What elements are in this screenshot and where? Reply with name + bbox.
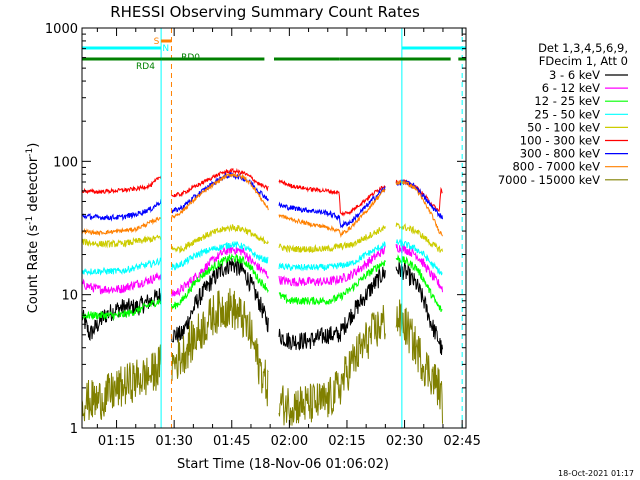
series-segment (395, 299, 443, 424)
series-segment (81, 344, 162, 422)
x-tick-label: 01:30 (155, 434, 192, 449)
series-segment (171, 288, 269, 407)
x-tick-label: 02:45 (443, 434, 480, 449)
series-trace (81, 238, 443, 276)
series-segment (171, 245, 269, 297)
series-trace (81, 243, 443, 297)
series-trace (81, 258, 443, 356)
axes: 01:15 01:30 01:45 02:00 02:15 02:30 02:45 1 10 10… (45, 22, 481, 449)
series-segment (81, 234, 162, 249)
series-segment (278, 187, 386, 238)
series-segment (171, 240, 269, 271)
plot-area: SN RD0 RD4 (81, 28, 466, 428)
plot-frame (81, 27, 467, 429)
rd0-label: RD0 (181, 53, 200, 63)
series-segment (81, 216, 162, 237)
series-trace (81, 171, 443, 229)
chart-title: RHESSI Observing Summary Count Rates (110, 3, 420, 21)
legend-label: 50 - 100 keV (527, 120, 600, 134)
series-segment (395, 179, 443, 237)
x-tick-label: 01:45 (213, 434, 250, 449)
series-segment (278, 225, 386, 254)
series-segment (278, 186, 386, 229)
series-segment (171, 258, 269, 343)
x-tick-label: 01:15 (98, 434, 135, 449)
legend-label: 25 - 50 keV (534, 107, 600, 121)
legend-label: 3 - 6 keV (549, 68, 600, 82)
y-axis-label-main: Count Rate (s (26, 225, 41, 314)
series-segment (171, 167, 269, 198)
series-segment (278, 179, 386, 217)
y-axis-label-end: ) (26, 143, 41, 148)
series-trace (81, 221, 443, 254)
series-segment (395, 238, 443, 276)
series-segment (81, 272, 162, 295)
rd4-label: RD4 (136, 62, 155, 72)
series-segment (81, 288, 162, 341)
series-segment (81, 199, 162, 222)
series-segment (396, 179, 443, 220)
y-tick-label: 100 (53, 155, 78, 170)
series-segment (81, 297, 162, 321)
series-segment (278, 266, 386, 351)
series-segment (81, 257, 162, 276)
series-segment (81, 175, 162, 195)
x-axis-label: Start Time (18-Nov-06 01:06:02) (177, 457, 389, 472)
series-segment (171, 223, 269, 254)
y-tick-label: 1 (70, 422, 78, 437)
series-segment (395, 261, 443, 356)
series-segment (395, 178, 443, 213)
y-axis-label-sup1: -1 (25, 216, 35, 225)
series-segment (395, 221, 443, 253)
series-trace (81, 253, 443, 321)
series-segment (395, 254, 443, 313)
series-trace (81, 288, 443, 426)
series-segment (278, 244, 386, 288)
night-label: N (162, 44, 169, 54)
legend-label: 6 - 12 keV (542, 81, 600, 95)
footer-timestamp: 18-Oct-2021 01:17 (558, 469, 634, 478)
y-axis-label-sup2: -1 (25, 148, 35, 157)
series-segment (278, 260, 386, 306)
series-trace (81, 172, 443, 238)
series-segment (171, 172, 269, 220)
legend-label: 800 - 7000 keV (512, 160, 600, 174)
legend-header-line-1: Det 1,3,4,5,6,9, (538, 41, 628, 55)
saa-label: S (154, 37, 160, 47)
x-tick-label: 02:00 (271, 434, 308, 449)
legend-label: 7000 - 15000 keV (498, 173, 600, 187)
y-axis-label: Count Rate (s-1 detector-1) (25, 143, 41, 314)
legend-header-line-2: FDecim 1, Att 0 (539, 54, 628, 68)
y-axis-label-mid: detector (26, 156, 41, 216)
series-segment (395, 243, 443, 293)
legend-label: 100 - 300 keV (520, 134, 600, 148)
legend: Det 1,3,4,5,6,9, FDecim 1, Att 0 3 - 6 k… (498, 41, 628, 187)
series-segment (278, 304, 386, 426)
x-tick-label: 02:15 (328, 434, 365, 449)
series-segment (171, 171, 269, 214)
series-segment (171, 253, 269, 310)
y-tick-label: 1000 (45, 22, 78, 37)
legend-label: 300 - 800 keV (520, 147, 600, 161)
series-segment (278, 241, 386, 272)
legend-label: 12 - 25 keV (534, 94, 600, 108)
y-tick-label: 10 (61, 289, 78, 304)
x-tick-label: 02:30 (386, 434, 423, 449)
